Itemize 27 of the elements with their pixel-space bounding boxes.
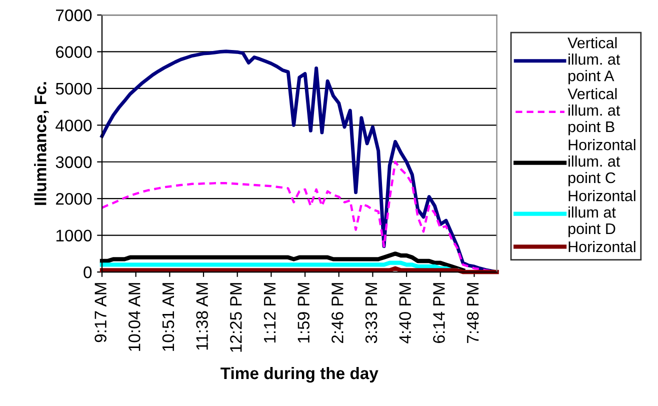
legend-label: Vertical illum. at point A (568, 37, 620, 84)
y-tick-label: 7000 (56, 9, 92, 22)
y-tick-label: 2000 (56, 192, 92, 205)
x-tick-label: 1:12 PM (264, 283, 276, 343)
y-tick-label: 0 (84, 266, 92, 278)
legend-label: Horizontal illum at point D (568, 190, 636, 238)
legend-label: Horizontal (568, 240, 636, 252)
x-tick-label: 10:04 AM (128, 283, 140, 351)
x-tick-label: 1:59 PM (298, 283, 310, 343)
y-tick-label: 1000 (56, 230, 92, 242)
y-tick-label: 4000 (56, 120, 92, 132)
y-axis-title: Illuminance, Fc. (34, 82, 49, 205)
x-tick-label: 10:51 AM (162, 283, 174, 351)
y-tick-label: 3000 (56, 156, 92, 168)
x-tick-label: 3:33 PM (365, 283, 378, 344)
legend-label: Horizontal illum. at point C (568, 139, 636, 186)
x-tick-label: 7:48 PM (466, 283, 479, 343)
y-tick-label: 6000 (56, 46, 92, 58)
y-tick-label: 5000 (56, 82, 92, 95)
x-tick-label: 6:14 PM (433, 283, 445, 343)
x-tick-label: 2:46 PM (332, 283, 344, 343)
x-axis-title: Time during the day (220, 366, 378, 383)
legend-label: Vertical illum. at point B (568, 88, 620, 136)
x-tick-label: 9:17 AM (94, 283, 106, 342)
x-tick-label: 11:38 AM (196, 283, 208, 350)
x-tick-label: 4:40 PM (399, 283, 412, 344)
x-tick-label: 12:25 PM (230, 283, 242, 352)
